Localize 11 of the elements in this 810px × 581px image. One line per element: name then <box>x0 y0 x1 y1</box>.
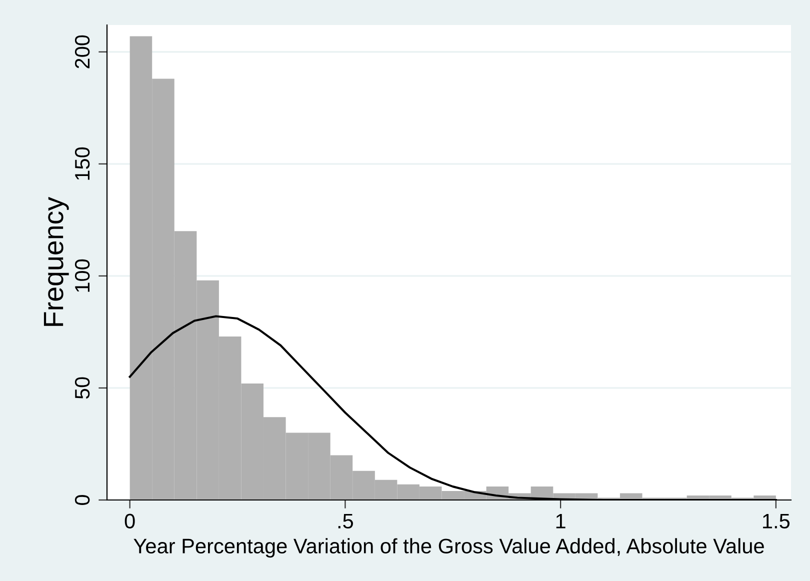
y-tick-label: 150 <box>74 147 90 180</box>
x-axis-title: Year Percentage Variation of the Gross Value Added, Absolute Value <box>134 538 764 558</box>
y-tick-label: 0 <box>74 495 90 505</box>
x-tick-label: 1.5 <box>763 514 790 528</box>
x-tick-label: 0 <box>124 514 135 528</box>
x-tick-label: 1 <box>556 514 566 528</box>
x-tick-label: .5 <box>338 514 354 528</box>
y-tick-label: 100 <box>74 259 90 292</box>
y-tick-label: 50 <box>74 377 90 399</box>
y-axis-title: Frequency <box>44 196 69 326</box>
y-tick-label: 200 <box>74 35 90 68</box>
